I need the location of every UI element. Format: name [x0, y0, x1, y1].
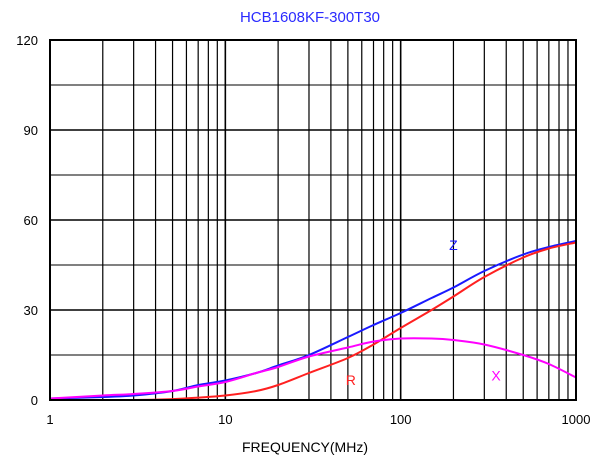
- x-axis-title: FREQUENCY(MHz): [242, 439, 368, 455]
- y-tick-labels: 0 30 60 90 120: [16, 33, 38, 408]
- series-r-line: [49, 241, 577, 402]
- y-tick-label: 60: [24, 213, 38, 228]
- y-tick-label: 0: [31, 393, 38, 408]
- x-tick-label: 10: [218, 412, 232, 427]
- series-x-line: [49, 337, 577, 400]
- plot-frame: [49, 39, 577, 401]
- x-tick-label: 1000: [562, 412, 591, 427]
- x-tick-label: 100: [390, 412, 412, 427]
- y-tick-label: 90: [24, 123, 38, 138]
- y-tick-label: 120: [16, 33, 38, 48]
- series-label-x: X: [491, 368, 501, 384]
- x-tick-label: 1: [46, 412, 53, 427]
- chart-title: HCB1608KF-300T30: [240, 9, 380, 26]
- y-tick-label: 30: [24, 303, 38, 318]
- series-labels: Z R X: [346, 237, 502, 388]
- grid: [50, 40, 576, 400]
- x-tick-labels: 1 10 100 1000: [46, 412, 590, 427]
- series-label-z: Z: [449, 237, 458, 253]
- series-label-r: R: [346, 372, 356, 388]
- series-lines: [49, 240, 577, 402]
